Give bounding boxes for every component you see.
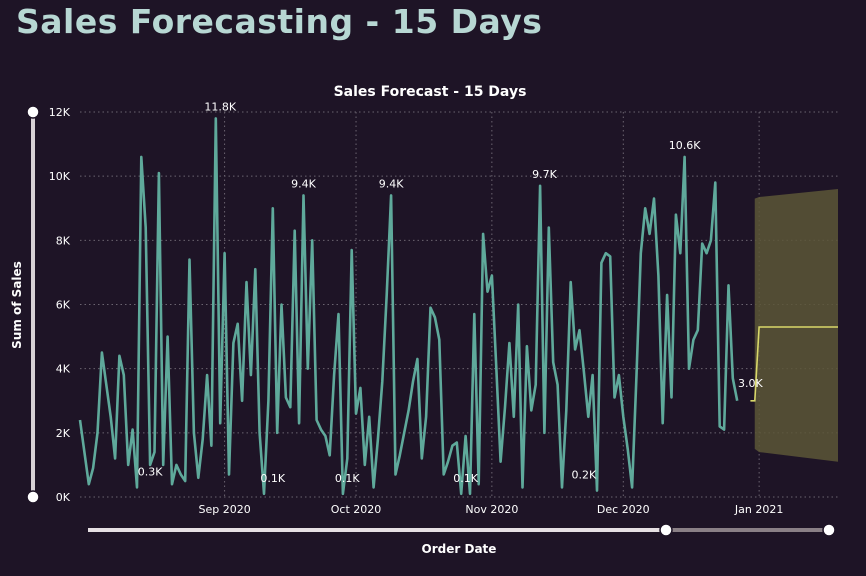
y-tick-label: 0K: [56, 491, 71, 504]
x-zoom-slider[interactable]: [88, 523, 836, 537]
y-axis-label: Sum of Sales: [10, 261, 24, 349]
sales-series: [78, 117, 739, 496]
y-tick-label: 6K: [56, 299, 71, 312]
data-labels: 0.3K 11.8K 0.1K 9.4K 0.1K 9.4K 0.1K 9.7K 0.2K 10.…: [138, 100, 764, 484]
x-axis-label: Order Date: [422, 542, 497, 556]
x-tick-label: Sep 2020: [198, 503, 250, 516]
chart-title: Sales Forecast - 15 Days: [334, 84, 527, 100]
data-label: 10.6K: [669, 139, 701, 152]
data-label: 0.1K: [335, 472, 360, 485]
data-label: 0.1K: [260, 472, 285, 485]
y-tick-label: 12K: [49, 106, 71, 119]
forecast-series: [750, 326, 838, 402]
x-tick-label: Jan 2021: [734, 503, 783, 516]
data-label: 0.1K: [453, 472, 478, 485]
y-tick-label: 2K: [56, 427, 71, 440]
y-zoom-slider-track[interactable]: [31, 112, 35, 498]
data-label: 0.2K: [572, 469, 597, 482]
x-tick-label: Oct 2020: [331, 503, 382, 516]
data-label: 11.8K: [204, 100, 236, 113]
y-zoom-slider[interactable]: [26, 105, 40, 504]
x-axis-ticks: Sep 2020 Oct 2020 Nov 2020 Dec 2020 Jan 2021: [198, 503, 783, 516]
y-tick-label: 4K: [56, 363, 71, 376]
sales-line: [78, 117, 739, 496]
x-tick-label: Dec 2020: [597, 503, 650, 516]
y-zoom-handle-bottom[interactable]: [26, 490, 40, 504]
data-label: 9.4K: [291, 177, 316, 190]
gridlines: [80, 111, 838, 498]
data-label: 9.7K: [532, 168, 557, 181]
data-label: 9.4K: [379, 177, 404, 190]
forecast-confidence-band: [754, 189, 838, 462]
data-label: 0.3K: [138, 465, 163, 478]
page-title: Sales Forecasting - 15 Days: [16, 2, 543, 41]
data-label: 3.0K: [738, 377, 763, 390]
y-tick-label: 8K: [56, 234, 71, 247]
x-zoom-handle-left[interactable]: [659, 523, 673, 537]
x-zoom-slider-selected[interactable]: [88, 528, 666, 532]
y-zoom-handle-top[interactable]: [26, 105, 40, 119]
forecast-line: [750, 326, 838, 402]
x-tick-label: Nov 2020: [465, 503, 518, 516]
forecast-band-area: [754, 189, 838, 462]
x-zoom-handle-right[interactable]: [822, 523, 836, 537]
y-tick-label: 10K: [49, 170, 71, 183]
y-axis-ticks: 0K 2K 4K 6K 8K 10K 12K: [49, 106, 71, 504]
